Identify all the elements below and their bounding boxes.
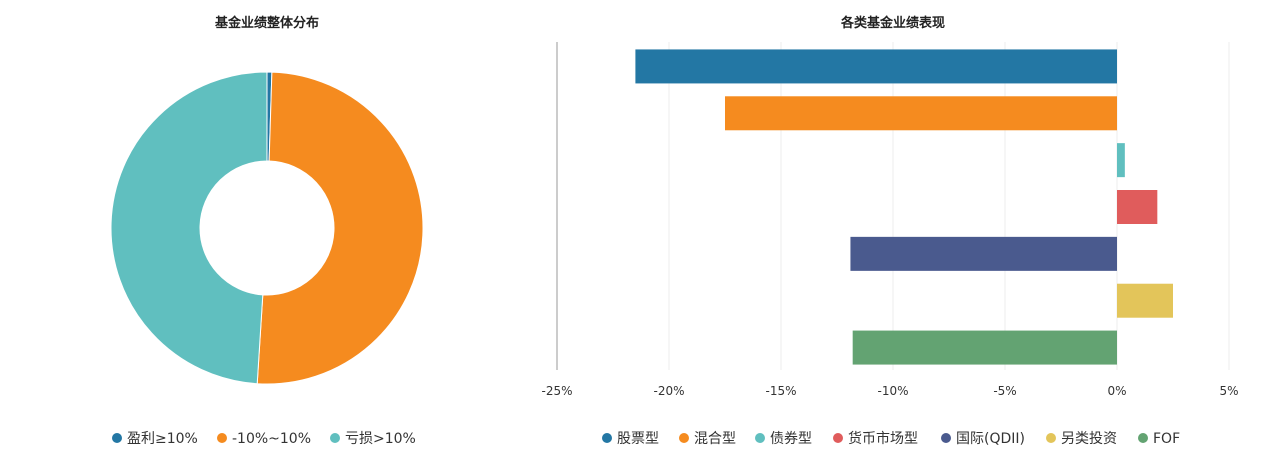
bar-4	[850, 236, 1117, 271]
x-tick-label-1: -20%	[653, 384, 684, 398]
x-tick-label-0: -25%	[541, 384, 572, 398]
x-tick-label-4: -5%	[993, 384, 1016, 398]
donut-chart	[110, 71, 424, 385]
bar-legend-label-4: 国际(QDII)	[956, 431, 1025, 447]
donut-chart-title: 基金业绩整体分布	[214, 15, 319, 31]
bar-chart: -25% -20% -15% -10% -5% 0% 5%	[541, 42, 1239, 398]
bar-3	[1117, 190, 1158, 224]
donut-slice-1	[256, 71, 424, 385]
bar-legend-label-3: 货币市场型	[848, 430, 918, 447]
bar-legend-marker-3	[833, 433, 843, 443]
x-tick-label-6: 5%	[1219, 384, 1238, 398]
donut-legend: 盈利≥10% -10%~10% 亏损>10%	[112, 431, 416, 447]
donut-legend-label-2: 亏损>10%	[345, 431, 416, 447]
donut-legend-marker-0	[112, 433, 122, 443]
bar-legend-marker-5	[1046, 433, 1056, 443]
bar-legend: 股票型 混合型 债券型 货币市场型 国际(QDII) 另类投资 FOF	[602, 430, 1180, 447]
donut-legend-label-1: -10%~10%	[232, 431, 311, 447]
bar-0	[635, 49, 1117, 84]
donut-slice-2	[110, 71, 268, 385]
x-tick-label-5: 0%	[1107, 384, 1126, 398]
donut-legend-label-0: 盈利≥10%	[127, 431, 198, 447]
bar-5	[1117, 283, 1173, 318]
bar-legend-marker-2	[755, 433, 765, 443]
bar-6	[852, 330, 1117, 365]
bar-1	[725, 96, 1117, 131]
donut-legend-marker-2	[330, 433, 340, 443]
bar-legend-marker-4	[941, 433, 951, 443]
bar-legend-label-0: 股票型	[617, 431, 659, 447]
bar-legend-label-2: 债券型	[770, 431, 812, 447]
bar-legend-marker-6	[1138, 433, 1148, 443]
bar-2	[1117, 143, 1125, 178]
bar-legend-marker-0	[602, 433, 612, 443]
bar-legend-label-5: 另类投资	[1061, 431, 1117, 447]
x-tick-label-3: -10%	[877, 384, 908, 398]
x-tick-label-2: -15%	[765, 384, 796, 398]
bar-legend-label-6: FOF	[1153, 431, 1180, 447]
bar-chart-title: 各类基金业绩表现	[840, 15, 945, 31]
bar-legend-label-1: 混合型	[694, 431, 736, 447]
donut-legend-marker-1	[217, 433, 227, 443]
bar-legend-marker-1	[679, 433, 689, 443]
